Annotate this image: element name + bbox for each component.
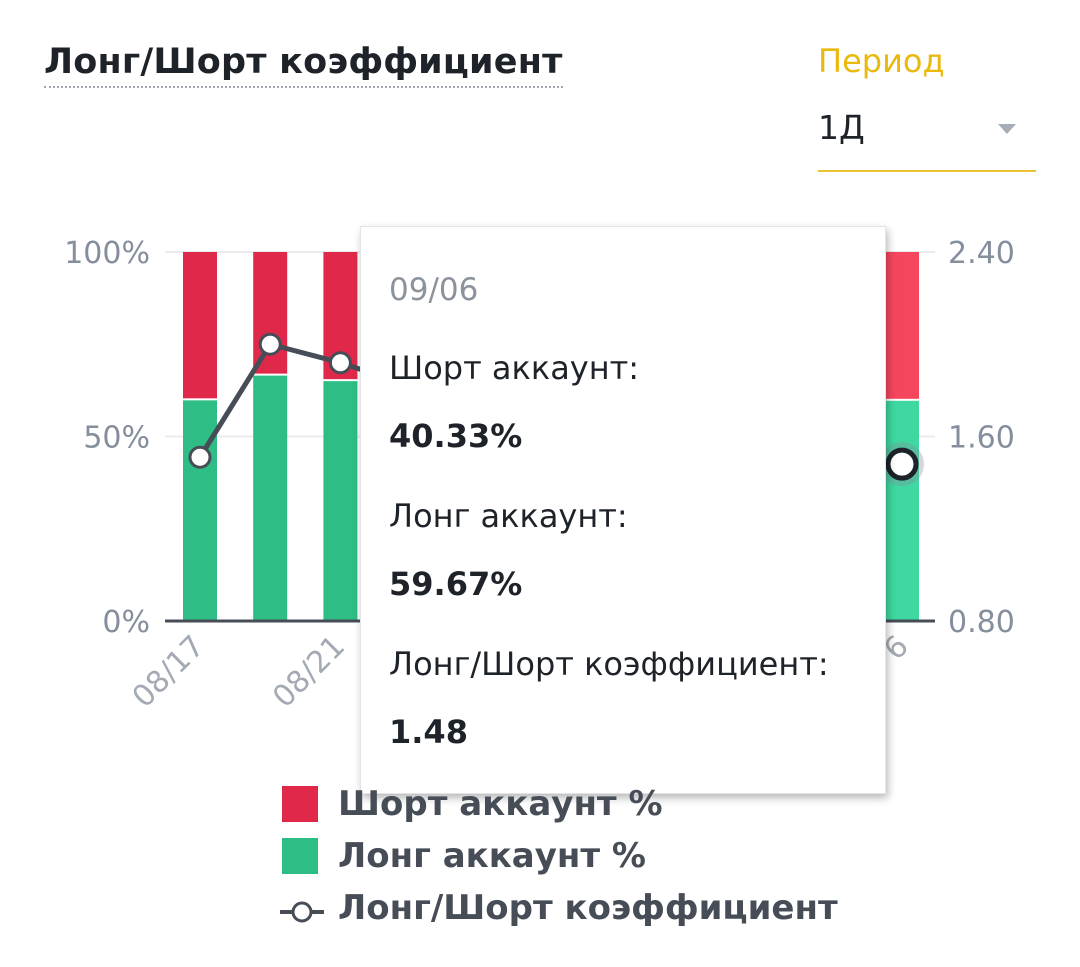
legend-label-long: Лонг аккаунт % <box>338 836 646 876</box>
ratio-point <box>258 332 282 356</box>
tooltip-short-label: Шорт аккаунт: <box>389 349 640 387</box>
x-tick-label: 08/17 <box>126 629 212 715</box>
tooltip-date: 09/06 <box>389 272 479 308</box>
bar-short <box>885 252 919 399</box>
tooltip-long-label: Лонг аккаунт: <box>389 497 628 535</box>
y-right-tick-label: 2.40 <box>948 236 1015 271</box>
legend-label-short: Шорт аккаунт % <box>338 784 663 824</box>
y-right-tick-label: 0.80 <box>948 605 1015 640</box>
tooltip-long-value: 59.67% <box>389 565 523 603</box>
ratio-point <box>328 351 352 375</box>
y-left-tick-label: 0% <box>102 605 150 640</box>
ratio-point <box>188 445 212 469</box>
ratio-point <box>885 447 919 481</box>
tooltip-ratio-label: Лонг/Шорт коэффициент: <box>389 645 829 683</box>
bar-long <box>885 400 919 621</box>
period-label: Период <box>818 42 945 80</box>
tooltip-ratio-value: 1.48 <box>389 713 468 751</box>
bar-long <box>323 381 358 621</box>
period-value: 1Д <box>818 108 865 147</box>
y-right-tick-label: 1.60 <box>948 421 1015 456</box>
line-marker-icon <box>280 901 324 923</box>
chart-tooltip: 09/06 Шорт аккаунт: 40.33% Лонг аккаунт:… <box>360 226 886 794</box>
y-left-tick-label: 100% <box>64 236 150 271</box>
tooltip-short-value: 40.33% <box>389 417 523 455</box>
legend-swatch-long <box>282 838 318 874</box>
legend-swatch-short <box>282 786 318 822</box>
legend-label-ratio: Лонг/Шорт коэффициент <box>338 888 838 928</box>
period-select[interactable]: 1Д <box>818 96 1036 172</box>
x-tick-label: 08/21 <box>266 629 352 715</box>
page-title[interactable]: Лонг/Шорт коэффициент <box>44 42 563 88</box>
chevron-down-icon <box>998 124 1016 134</box>
y-left-tick-label: 50% <box>83 421 150 456</box>
bar-long <box>253 375 288 621</box>
bar-short <box>183 252 217 399</box>
